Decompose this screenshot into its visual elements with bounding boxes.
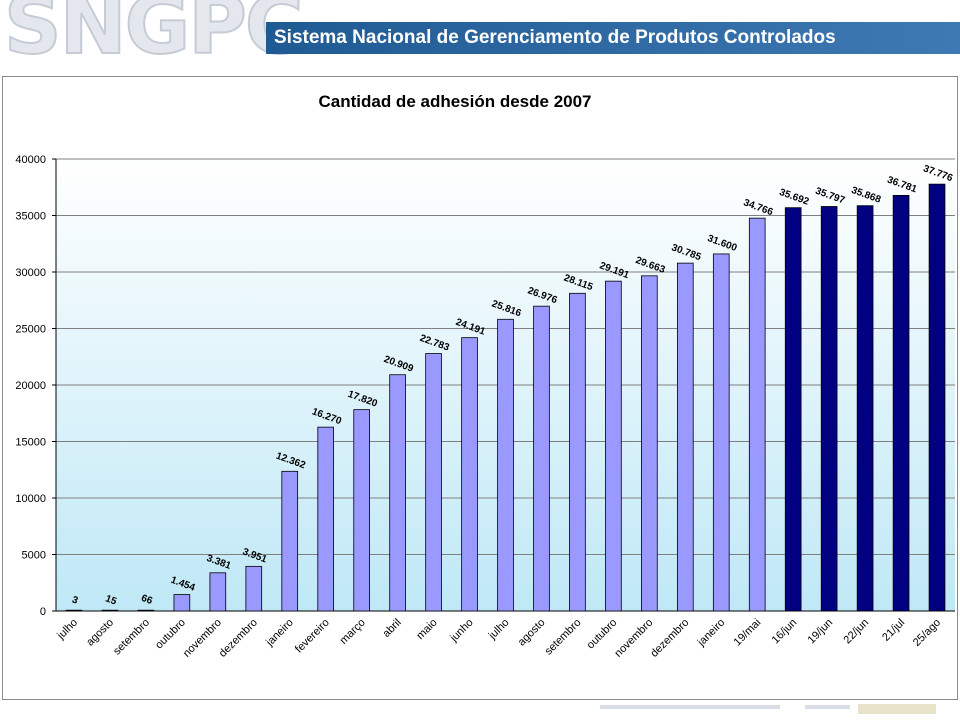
bar [281,470,299,612]
bar [209,572,227,612]
y-tick-label: 0 [40,606,46,618]
x-tick-label: janeiro [695,617,728,650]
bar-chart: Cantidad de adhesión desde 2007 0 5000 1000… [15,92,955,660]
bar [353,409,370,612]
x-tick-label: 19/jun [806,617,836,647]
y-tick-label: 10000 [15,493,46,505]
x-tick-label: 25/ago [911,617,943,649]
bar [65,609,83,612]
bar [461,337,478,612]
x-tick-label: maio [414,617,439,642]
banner-title: Sistema Nacional de Gerenciamento de Pro… [274,27,836,48]
chart-title: Cantidad de adhesión desde 2007 [318,92,591,111]
x-tick-label: 21/jul [880,617,907,644]
data-label: 66 [140,593,155,607]
government-badge [858,704,936,714]
banner: Sistema Nacional de Gerenciamento de Pro… [266,22,960,54]
y-tick-label: 35000 [15,211,46,223]
bar [605,280,622,612]
sngpc-logo: SNGPC [3,0,305,72]
x-tick-label: 19/mai [731,617,763,649]
x-tick-label: dezembro [217,617,260,660]
x-tick-label: outubro [153,617,188,652]
footer-strip [805,705,850,709]
y-tick-label: 5000 [22,550,46,562]
footer-agency-strip [600,705,780,709]
footer [0,700,960,720]
x-tick-label: julho [486,617,512,643]
bar [173,594,191,612]
header: SNGPC Sistema Nacional de Gerenciamento … [0,0,960,74]
bar [892,194,910,612]
x-tick-label: março [338,617,368,647]
bar [676,262,694,612]
y-tick-label: 20000 [15,380,46,392]
bar [497,318,514,612]
x-tick-label: fevereiro [293,617,332,656]
x-tick-label: agosto [84,617,116,649]
x-tick-label: julho [54,617,80,643]
data-label: 3 [70,594,79,606]
bar [245,565,263,612]
x-tick-label: abril [381,617,404,640]
bar [784,207,802,612]
bar [928,183,946,612]
y-tick-label: 40000 [15,154,46,166]
bar [533,305,550,612]
bar [137,609,155,612]
bar [748,217,766,612]
bar [425,353,442,612]
bar [820,206,838,612]
chart-frame: Cantidad de adhesión desde 2007 0 5000 1000… [2,76,958,700]
bar [569,292,586,612]
bar [101,609,119,612]
x-tick-label: setembro [111,617,152,658]
bar [317,426,335,612]
x-tick-label: dezembro [648,617,691,660]
y-tick-label: 15000 [15,437,46,449]
y-tick-label: 25000 [15,324,46,336]
bar [641,275,658,612]
x-tick-label: janeiro [263,617,296,650]
data-label: 15 [104,593,119,607]
x-tick-label: agosto [516,617,548,649]
bar [389,374,406,612]
x-tick-label: setembro [543,617,584,658]
x-tick-label: junho [447,617,475,645]
y-tick-label: 30000 [15,267,46,279]
x-tick-label: 16/jun [770,617,800,647]
bar [856,205,874,612]
x-tick-label: 22/jun [842,617,872,647]
x-tick-label: outubro [585,617,620,652]
bar [712,253,730,612]
